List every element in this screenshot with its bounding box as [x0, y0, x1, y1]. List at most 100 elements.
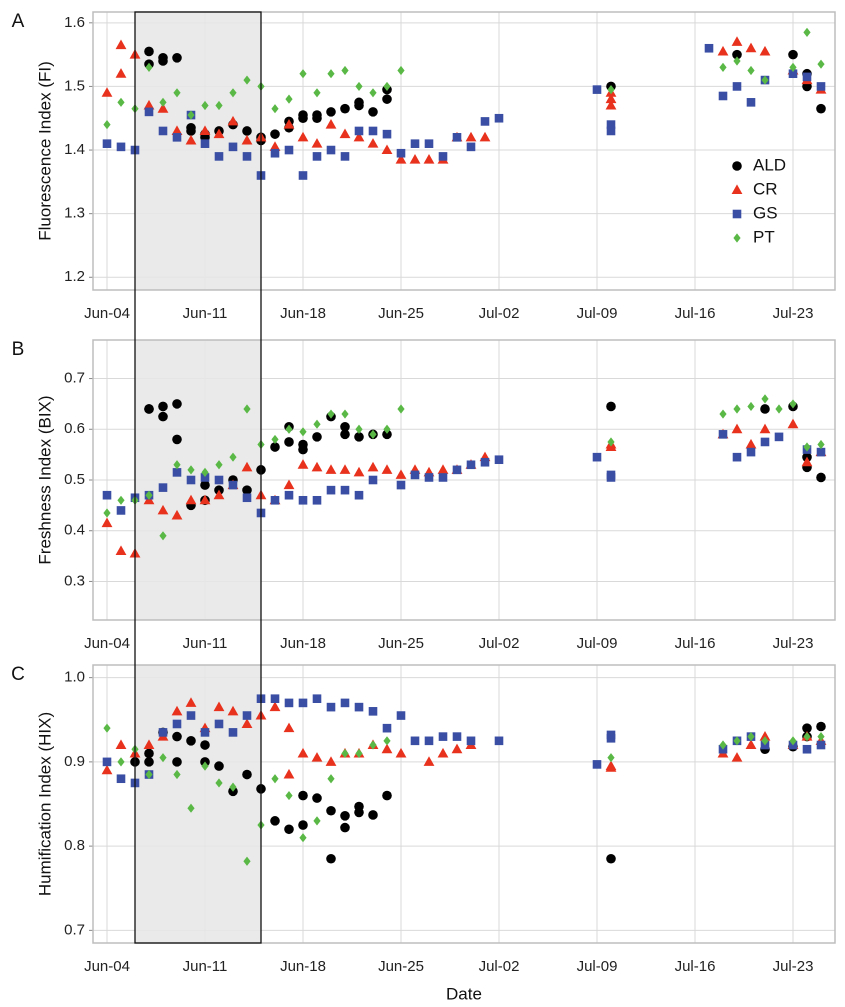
- point: [229, 452, 237, 462]
- point: [171, 509, 183, 520]
- point: [284, 698, 294, 708]
- point: [313, 419, 321, 429]
- point: [325, 118, 337, 129]
- panel-label: A: [12, 11, 25, 32]
- point: [802, 72, 812, 82]
- point: [354, 702, 364, 712]
- x-tick-label: Jul-09: [577, 305, 618, 322]
- x-tick-label: Jun-25: [378, 635, 424, 652]
- y-tick-label: 0.9: [64, 753, 85, 770]
- point: [382, 94, 392, 104]
- point: [143, 99, 155, 110]
- point: [592, 760, 602, 769]
- point: [605, 99, 617, 110]
- point: [270, 148, 280, 158]
- point: [787, 418, 799, 429]
- shaded-span: [135, 340, 261, 620]
- point: [789, 62, 797, 72]
- point: [607, 437, 615, 447]
- point: [383, 736, 391, 746]
- point: [437, 464, 449, 474]
- point: [745, 42, 757, 53]
- point: [354, 126, 364, 136]
- point: [437, 747, 449, 758]
- point: [298, 698, 308, 708]
- point: [817, 59, 825, 69]
- point: [283, 722, 295, 733]
- point: [396, 711, 406, 720]
- point: [214, 761, 224, 771]
- point: [285, 424, 293, 434]
- point: [173, 88, 181, 98]
- point: [173, 460, 181, 470]
- point: [340, 810, 350, 821]
- point: [270, 442, 280, 452]
- y-tick-label: 1.3: [64, 205, 85, 222]
- point: [410, 470, 420, 480]
- point: [326, 485, 336, 495]
- point: [410, 736, 420, 746]
- point: [199, 494, 211, 505]
- point: [243, 856, 251, 866]
- legend-swatch: [731, 184, 743, 194]
- point: [187, 465, 195, 475]
- point: [213, 489, 225, 500]
- point: [185, 494, 197, 505]
- point: [466, 460, 476, 470]
- shaded-span: [135, 665, 261, 943]
- point: [172, 719, 182, 729]
- point: [704, 43, 714, 53]
- point: [802, 723, 812, 733]
- point: [438, 152, 448, 161]
- point: [369, 429, 377, 439]
- point: [284, 437, 294, 447]
- point: [200, 139, 210, 148]
- x-tick-label: Jul-09: [577, 958, 618, 975]
- point: [775, 404, 783, 414]
- point: [745, 739, 757, 750]
- point: [732, 49, 742, 60]
- point: [283, 479, 295, 490]
- point: [229, 88, 237, 98]
- point: [353, 131, 365, 142]
- point: [243, 75, 251, 85]
- point: [215, 460, 223, 470]
- point: [215, 778, 223, 788]
- point: [326, 853, 336, 864]
- point: [242, 493, 252, 503]
- point: [424, 736, 434, 746]
- legend-label: GS: [753, 203, 778, 222]
- point: [298, 171, 308, 180]
- point: [213, 128, 225, 139]
- x-tick-label: Jun-11: [183, 958, 228, 975]
- point: [480, 117, 490, 126]
- point: [312, 432, 322, 442]
- point: [383, 81, 391, 92]
- point: [494, 113, 504, 123]
- point: [242, 485, 252, 495]
- point: [396, 148, 406, 158]
- point: [271, 434, 279, 445]
- point: [606, 733, 616, 743]
- point: [285, 94, 293, 104]
- point: [382, 723, 392, 733]
- point: [144, 46, 154, 57]
- legend-swatch: [732, 209, 742, 219]
- point: [227, 705, 239, 716]
- y-tick-label: 0.5: [64, 471, 85, 488]
- point: [284, 490, 294, 500]
- point: [396, 480, 406, 490]
- y-tick-label: 0.3: [64, 572, 85, 589]
- point: [451, 743, 463, 754]
- point: [745, 438, 757, 449]
- point: [172, 731, 182, 742]
- y-axis-title: Fluorescence Index (FI): [35, 61, 54, 241]
- point: [368, 810, 378, 820]
- point: [241, 134, 253, 145]
- point: [241, 461, 253, 472]
- point: [327, 409, 335, 419]
- point: [731, 423, 743, 434]
- point: [186, 711, 196, 720]
- point: [200, 740, 210, 750]
- point: [159, 97, 167, 107]
